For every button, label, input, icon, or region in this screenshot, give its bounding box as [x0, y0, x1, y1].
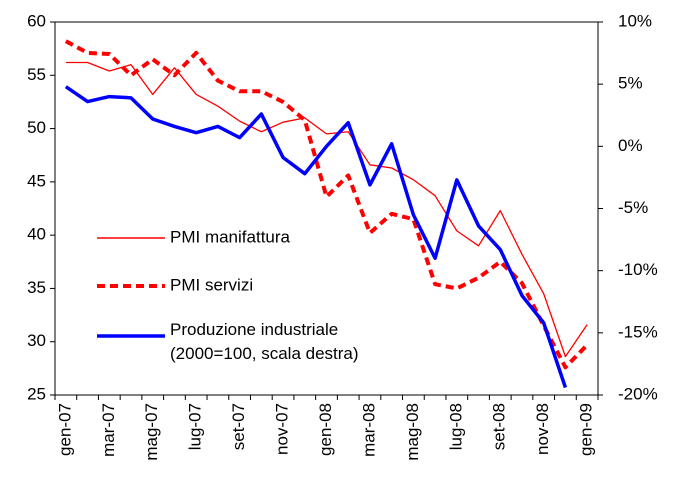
- y2-tick-label: -5%: [618, 198, 648, 217]
- x-tick-label: nov-07: [273, 403, 292, 455]
- legend-label: Produzione industriale (2000=100, scala d…: [170, 320, 359, 363]
- y-tick-label: 50: [27, 118, 46, 137]
- y2-tick-label: 5%: [618, 74, 643, 93]
- x-tick-label: mar-07: [99, 403, 118, 457]
- y2-tick-label: 10%: [618, 11, 652, 30]
- x-tick-label: mar-08: [359, 403, 378, 457]
- y2-tick-label: -10%: [618, 260, 658, 279]
- y-tick-label: 55: [27, 65, 46, 84]
- x-tick-label: set-07: [229, 403, 248, 450]
- y-tick-label: 60: [27, 11, 46, 30]
- x-tick-label: mag-07: [142, 403, 161, 461]
- series-line: [64, 85, 568, 389]
- x-tick-label: lug-07: [186, 403, 205, 450]
- y-tick-label: 45: [27, 171, 46, 190]
- y-tick-label: 35: [27, 278, 46, 297]
- x-tick-label: set-08: [490, 403, 509, 450]
- legend: PMI manifattura PMI servizi Produzione i…: [97, 227, 359, 363]
- y2-tick-label: 0%: [618, 136, 643, 155]
- y2-tick-label: -20%: [618, 384, 658, 403]
- x-tick-label: mag-08: [403, 403, 422, 461]
- y-tick-label: 25: [27, 384, 46, 403]
- y-tick-label: 30: [27, 331, 46, 350]
- x-tick-label: gen-08: [316, 403, 335, 456]
- legend-label: PMI manifattura: [170, 227, 291, 246]
- x-tick-label: gen-09: [577, 403, 596, 456]
- x-tick-label: gen-07: [55, 403, 74, 456]
- y2-tick-label: -15%: [618, 322, 658, 341]
- series-line: [64, 39, 589, 370]
- x-tick-label: lug-08: [446, 403, 465, 450]
- legend-label: PMI servizi: [170, 275, 253, 294]
- y-tick-label: 40: [27, 225, 46, 244]
- x-tick-label: nov-08: [533, 403, 552, 455]
- series-line: [65, 61, 588, 358]
